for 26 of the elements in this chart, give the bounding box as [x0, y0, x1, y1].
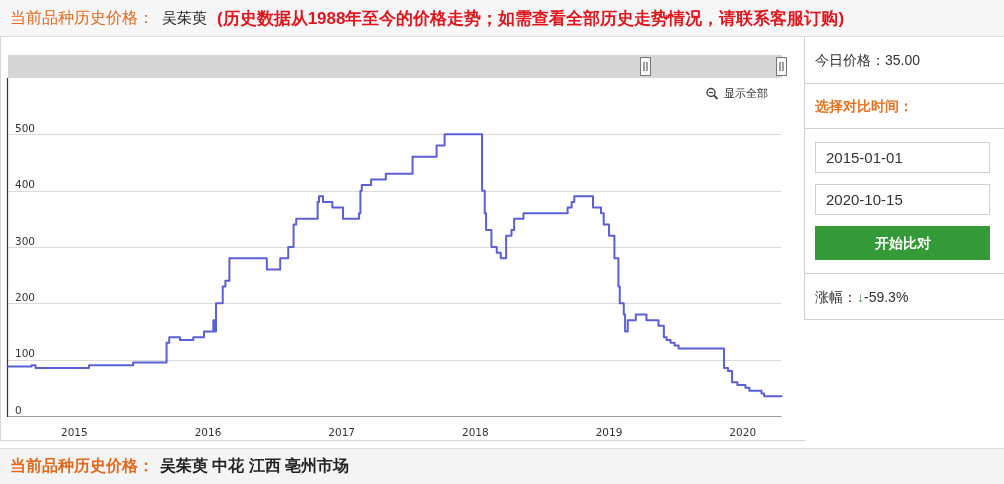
- text: 2015-01-01: [826, 148, 903, 167]
- text: 当前品种历史价格：: [10, 455, 154, 476]
- y-tick-label: 200: [15, 290, 36, 303]
- x-tick-label: 2017: [328, 425, 356, 438]
- y-tick-label: 100: [15, 347, 36, 360]
- x-tick-label: 2019: [595, 425, 623, 438]
- y-tick-label: 0: [15, 403, 22, 416]
- text: -59.3%: [864, 289, 909, 305]
- button-show-all: 显示全部: [724, 86, 768, 100]
- text: 当前品种历史价格：: [10, 8, 154, 28]
- chart-title: 吴茱萸: [162, 9, 207, 28]
- text: 选择对比时间：: [815, 98, 913, 116]
- x-tick-label: 2018: [462, 425, 489, 438]
- text: 吴茱萸 中花 江西 亳州市场: [160, 455, 350, 476]
- y-tick-label: 400: [15, 178, 36, 191]
- text: ↓: [857, 289, 864, 305]
- y-tick-label: 500: [15, 121, 36, 134]
- x-tick-label: 2015: [60, 425, 88, 438]
- button-compare: 开始比对: [815, 226, 990, 260]
- text: 涨幅：: [815, 289, 857, 305]
- x-tick-label: 2016: [194, 425, 222, 438]
- text: 2020-10-15: [826, 190, 903, 209]
- x-tick-label: 2020: [729, 425, 757, 438]
- y-tick-label: 300: [15, 234, 36, 247]
- chart-subtitle: (历史数据从1988年至今的价格走势；如需查看全部历史走势情况，请联系客服订购): [217, 8, 845, 30]
- text: 今日价格：35.00: [815, 51, 921, 70]
